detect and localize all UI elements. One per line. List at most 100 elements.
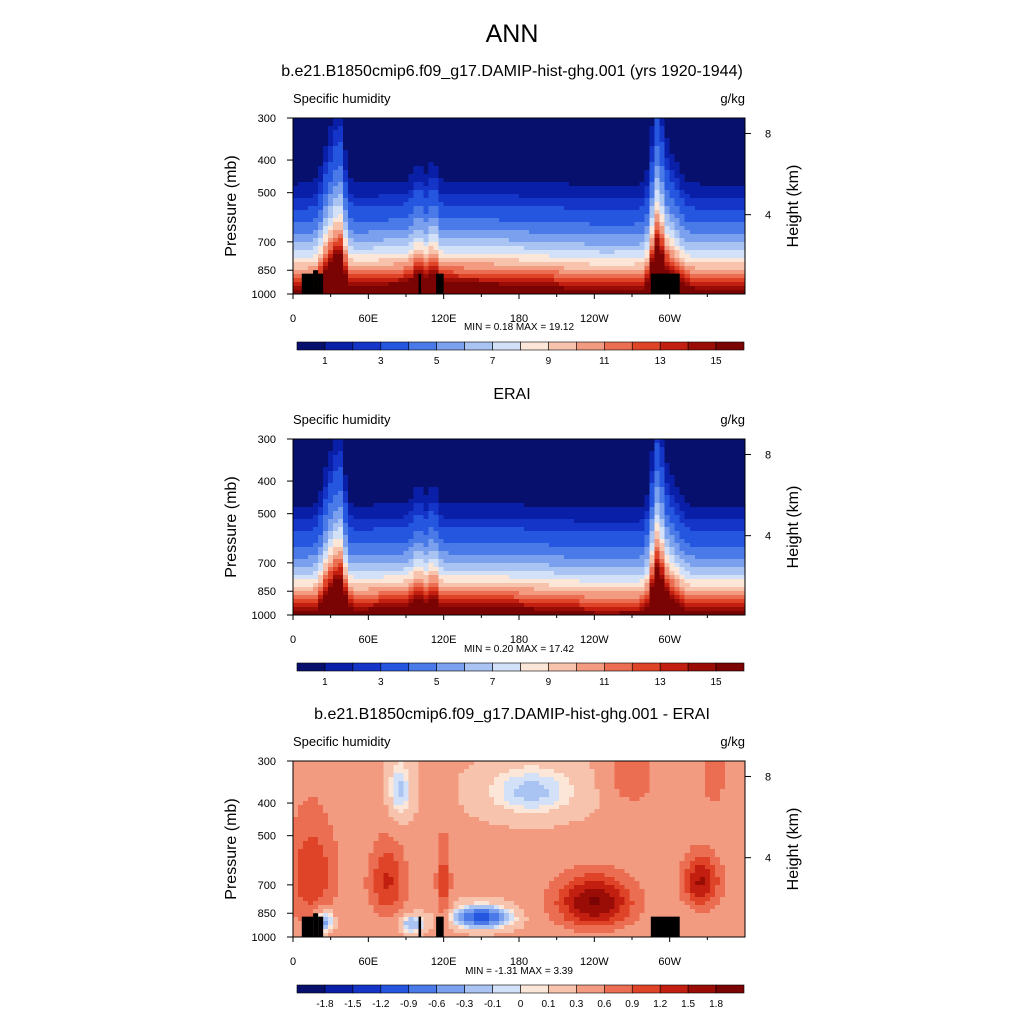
topography-mask <box>418 916 422 937</box>
panel-1: 0 60E 120E 180 120W 60W 300 400 500 700 850 1000 8 4 P… <box>223 91 802 367</box>
colorbar-box <box>659 341 689 351</box>
colorbar-label: 1.2 <box>653 999 667 1010</box>
colorbar-box <box>296 984 326 994</box>
colorbar-box <box>576 984 605 994</box>
y-axis-title: Pressure (mb) <box>223 476 240 577</box>
y-tick-label: 300 <box>258 434 276 446</box>
panel-3-field <box>293 761 746 938</box>
colorbar-box <box>380 341 410 351</box>
topography-mask <box>650 916 680 937</box>
colorbar-box <box>408 341 437 351</box>
colorbar-label: 9 <box>546 356 552 367</box>
colorbar-label: 15 <box>711 356 723 367</box>
topography-mask <box>436 273 444 294</box>
topography-mask <box>313 913 319 937</box>
y2-tick-label: 8 <box>765 128 771 140</box>
colorbar-label: 0.1 <box>541 999 555 1010</box>
colorbar-box <box>659 984 689 994</box>
panel-1-title: b.e21.B1850cmip6.f09_g17.DAMIP-hist-ghg.… <box>281 63 743 80</box>
colorbar-label: -1.5 <box>344 999 362 1010</box>
colorbar-box <box>687 984 717 994</box>
colorbar-box <box>631 662 661 672</box>
colorbar-box <box>520 984 549 994</box>
colorbar: 1 3 5 7 9 11 13 15 <box>296 341 745 367</box>
colorbar-box <box>576 341 605 351</box>
colorbar: 1 3 5 7 9 11 13 15 <box>296 662 745 688</box>
units-label: g/kg <box>720 91 745 106</box>
colorbar-box <box>436 662 465 672</box>
x-tick-label: 180 <box>510 956 528 968</box>
colorbar-label: -1.2 <box>372 999 390 1010</box>
colorbar-box <box>436 341 465 351</box>
colorbar-label: -1.8 <box>316 999 334 1010</box>
colorbar-label: 9 <box>546 677 552 688</box>
panel-2-field <box>293 439 746 616</box>
colorbar-label: 11 <box>599 356 610 367</box>
colorbar-label: 0.6 <box>597 999 611 1010</box>
colorbar-box <box>464 341 493 351</box>
colorbar-box <box>296 341 326 351</box>
panel-2: 0 60E 120E 180 120W 60W 300 400 500 700 850 1000 8 4 P… <box>223 412 802 688</box>
x-tick-label: 60W <box>658 634 681 646</box>
colorbar-label: -0.1 <box>484 999 502 1010</box>
x-tick-label: 120W <box>580 634 609 646</box>
y2-tick-label: 4 <box>765 210 771 222</box>
x-tick-label: 180 <box>510 634 528 646</box>
x-tick-label: 120E <box>431 634 457 646</box>
colorbar-box <box>464 984 493 994</box>
colorbar-box <box>380 662 410 672</box>
topography-mask <box>318 273 324 294</box>
units-label: g/kg <box>720 412 745 427</box>
x-tick-label: 0 <box>290 634 296 646</box>
colorbar-box <box>324 662 354 672</box>
panel-3: 0 60E 120E 180 120W 60W 300 400 500 700 850 1000 8 4 P… <box>223 734 802 1010</box>
colorbar-box <box>548 341 577 351</box>
colorbar-box <box>687 662 717 672</box>
y-tick-label: 500 <box>258 509 276 521</box>
colorbar-box <box>436 984 465 994</box>
x-tick-label: 120W <box>580 313 609 325</box>
colorbar-box <box>687 341 717 351</box>
y-tick-label: 400 <box>258 798 276 810</box>
x-tick-label: 0 <box>290 956 296 968</box>
colorbar-label: -0.3 <box>456 999 474 1010</box>
colorbar-box <box>408 984 437 994</box>
y-tick-label: 1000 <box>252 932 276 944</box>
topography-mask <box>318 916 324 937</box>
colorbar-label: -0.9 <box>400 999 418 1010</box>
colorbar-box <box>631 341 661 351</box>
x-tick-label: 120E <box>431 956 457 968</box>
x-tick-label: 120W <box>580 956 609 968</box>
colorbar-box <box>576 662 605 672</box>
y-tick-label: 1000 <box>252 610 276 622</box>
y-tick-label: 300 <box>258 756 276 768</box>
colorbar-box <box>352 662 382 672</box>
colorbar-box <box>715 984 745 994</box>
colorbar-box <box>492 984 521 994</box>
colorbar-label: 15 <box>711 677 723 688</box>
colorbar-box <box>380 984 410 994</box>
x-tick-label: 60W <box>658 956 681 968</box>
colorbar-label: 0 <box>518 999 524 1010</box>
topography-mask <box>301 916 314 937</box>
x-tick-label: 60E <box>359 634 379 646</box>
colorbar-box <box>492 341 521 351</box>
x-tick-label: 0 <box>290 313 296 325</box>
colorbar-label: 1 <box>322 356 328 367</box>
colorbar-box <box>352 341 382 351</box>
y-tick-label: 400 <box>258 155 276 167</box>
colorbar-label: 3 <box>378 356 384 367</box>
y-tick-label: 400 <box>258 476 276 488</box>
topography-mask <box>301 273 314 294</box>
y2-axis-title: Height (km) <box>785 165 802 248</box>
y-tick-label: 700 <box>258 880 276 892</box>
y-tick-label: 850 <box>258 586 276 598</box>
topography-mask <box>418 273 422 294</box>
y2-tick-label: 4 <box>765 531 771 543</box>
y2-tick-label: 4 <box>765 853 771 865</box>
y-axis-title: Pressure (mb) <box>223 155 240 256</box>
x-tick-label: 180 <box>510 313 528 325</box>
y-tick-label: 500 <box>258 831 276 843</box>
colorbar-label: 5 <box>434 677 440 688</box>
